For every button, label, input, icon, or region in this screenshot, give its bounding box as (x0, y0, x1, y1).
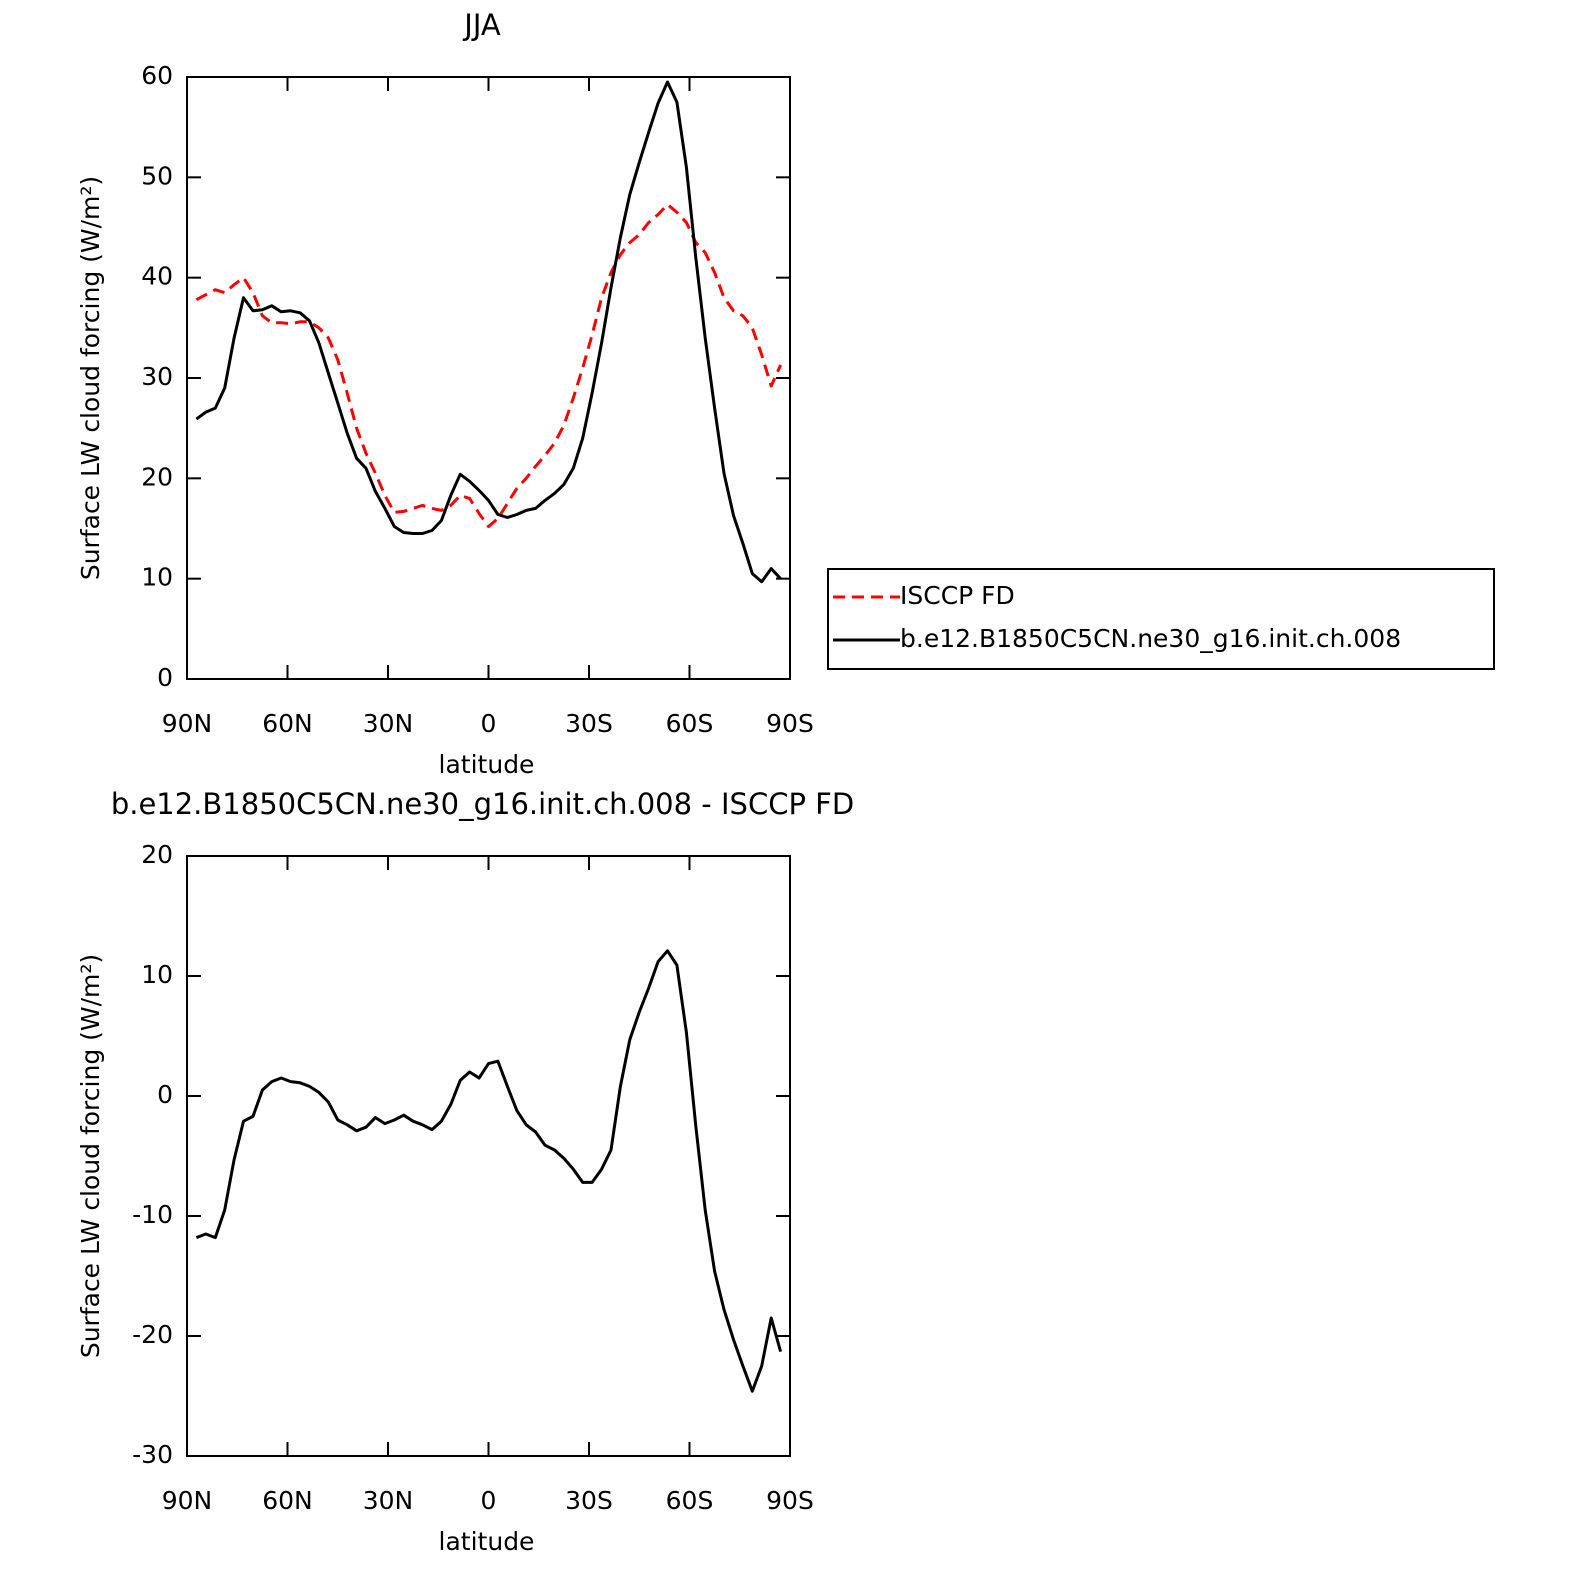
x-tick-label: 0 (481, 709, 497, 738)
x-tick-label: 60S (666, 709, 714, 738)
y-tick-label: 0 (157, 1080, 173, 1109)
y-tick-label: -10 (132, 1200, 173, 1229)
legend-label: ISCCP FD (900, 581, 1015, 610)
y-tick-label: 40 (141, 262, 173, 291)
y-tick-label: 20 (141, 462, 173, 491)
x-tick-label: 30S (565, 1486, 613, 1515)
y-tick-label: 0 (157, 663, 173, 692)
x-tick-label: 30N (363, 709, 414, 738)
x-tick-label: 0 (481, 1486, 497, 1515)
y-tick-label: -30 (132, 1440, 173, 1469)
x-tick-label: 60N (262, 1486, 313, 1515)
chart-title: b.e12.B1850C5CN.ne30_g16.init.ch.008 - I… (111, 787, 854, 821)
x-axis-label: latitude (439, 1527, 535, 1556)
data-line (195, 202, 782, 528)
y-tick-label: 10 (141, 563, 173, 592)
chart-title: JJA (462, 8, 501, 42)
y-axis-label: Surface LW cloud forcing (W/m²) (76, 176, 105, 580)
x-tick-label: 90N (162, 1486, 213, 1515)
x-axis-label: latitude (439, 750, 535, 779)
y-tick-label: 60 (141, 61, 173, 90)
y-tick-label: -20 (132, 1320, 173, 1349)
y-tick-label: 20 (141, 840, 173, 869)
x-tick-label: 90S (766, 1486, 814, 1515)
x-tick-label: 30N (363, 1486, 414, 1515)
data-line (195, 949, 783, 1393)
legend-box (827, 568, 1495, 670)
x-tick-label: 60S (666, 1486, 714, 1515)
x-tick-label: 90N (162, 709, 213, 738)
y-tick-label: 50 (141, 161, 173, 190)
x-tick-label: 60N (262, 709, 313, 738)
plot-frame (186, 76, 791, 680)
y-tick-label: 30 (141, 362, 173, 391)
y-tick-label: 10 (141, 960, 173, 989)
legend-label: b.e12.B1850C5CN.ne30_g16.init.ch.008 (900, 624, 1401, 653)
x-tick-label: 30S (565, 709, 613, 738)
data-line (195, 80, 782, 584)
x-tick-label: 90S (766, 709, 814, 738)
y-axis-label: Surface LW cloud forcing (W/m²) (76, 954, 105, 1358)
